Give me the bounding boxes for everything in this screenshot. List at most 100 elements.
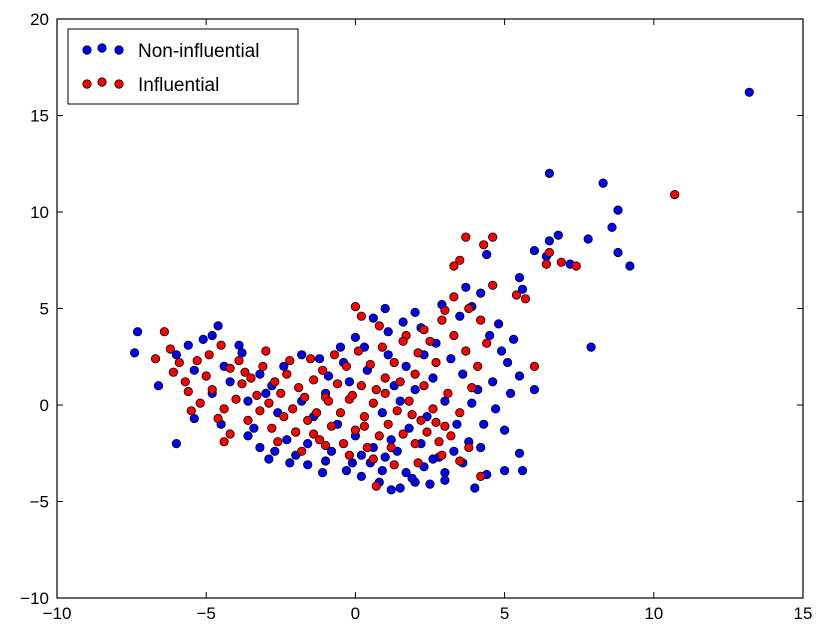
data-point [297,446,307,456]
series-0 [130,87,754,495]
data-point [362,442,372,453]
data-point [356,450,366,460]
data-point [344,450,354,460]
data-point [529,361,540,371]
data-point [544,247,555,258]
legend-entry-0: Non-influential [82,41,259,62]
data-point [410,438,420,449]
data-point [237,379,247,389]
legend-marker [82,79,92,89]
points-layer [130,87,754,495]
data-point [344,377,354,387]
data-point [234,340,244,350]
data-point [377,342,387,352]
data-point [496,346,507,356]
data-point [303,460,313,470]
data-point [189,413,199,424]
data-point [598,178,608,188]
data-point [443,388,453,398]
data-point [285,355,295,366]
data-point [407,409,417,420]
legend-marker [97,77,107,87]
data-point [544,236,555,246]
data-point [303,415,313,425]
data-point [261,346,271,356]
data-point [401,361,411,371]
y-tick-label: 0 [40,396,49,415]
data-point [183,340,193,350]
data-point [130,348,140,358]
data-point [499,465,510,476]
data-point [428,404,438,414]
data-point [425,479,435,489]
data-point [308,429,319,439]
data-point [240,367,250,377]
legend-marker [114,45,124,55]
data-point [407,473,417,483]
data-point [482,338,492,348]
data-point [320,456,331,466]
data-point [464,442,474,453]
data-point [395,377,405,387]
data-point [243,415,253,425]
data-point [171,438,181,449]
data-point [401,467,411,478]
data-point [267,423,277,433]
data-point [225,429,235,439]
data-point [308,375,319,385]
data-point [201,371,211,381]
data-point [488,232,498,242]
x-tick-label: 10 [644,604,663,623]
data-point [410,369,420,379]
data-point [431,417,441,427]
data-point [246,373,256,383]
data-point [368,313,378,323]
data-point [416,415,426,425]
y-tick-label: 5 [40,300,49,319]
data-point [314,354,325,364]
data-point [341,361,351,371]
legend-marker [114,79,124,89]
series-1 [150,190,680,491]
data-point [377,408,387,418]
data-point [449,330,459,341]
data-point [440,421,450,431]
data-point [276,388,286,398]
data-point [180,377,190,387]
data-point [440,396,450,406]
data-point [380,373,390,383]
data-point [356,311,366,321]
data-point [219,437,229,447]
data-point [243,431,253,441]
x-tick-label: −5 [197,604,216,623]
data-point [204,350,214,360]
data-point [380,452,390,462]
data-point [377,465,387,476]
data-point [404,396,414,406]
data-point [488,280,498,290]
data-point [434,437,444,447]
data-point [458,369,468,379]
data-point [165,344,175,354]
data-point [383,350,393,360]
data-point [311,408,322,418]
data-point [514,448,525,458]
data-point [291,427,301,437]
data-point [455,456,465,466]
data-point [744,87,754,97]
data-point [461,232,471,242]
data-point [511,290,522,300]
data-point [482,249,492,260]
ticks-layer: −10 −5 0 5 10 15 −10 −5 0 5 10 15 20 [20,10,812,623]
data-point [440,305,450,315]
data-point [368,454,378,464]
legend-label: Non-influential [138,41,259,62]
data-point [368,398,378,408]
data-point [431,357,441,368]
data-point [347,458,357,468]
data-point [583,234,593,244]
x-tick-label: −10 [43,604,72,623]
data-point [476,471,486,481]
x-tick-label: 5 [500,604,509,623]
